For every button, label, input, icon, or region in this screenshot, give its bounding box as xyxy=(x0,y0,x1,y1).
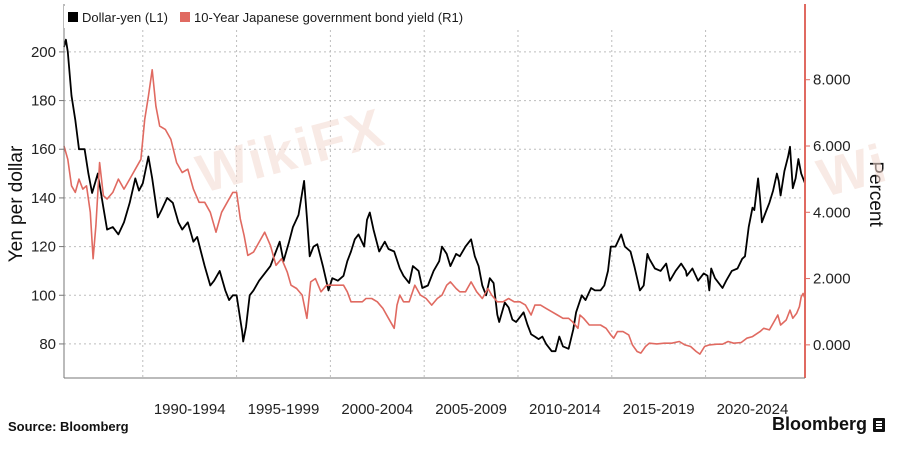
usdjpy-line xyxy=(63,38,806,353)
legend-item-usdjpy: Dollar-yen (L1) xyxy=(64,10,168,25)
right-tick-label: 2.000 xyxy=(813,271,851,288)
x-tick-label: 2010-2014 xyxy=(529,401,601,418)
right-axis-title: Percent xyxy=(865,161,886,227)
gridlines xyxy=(64,30,805,378)
left-tick-label: 200 xyxy=(31,44,56,61)
source-note: Source: Bloomberg xyxy=(8,419,129,434)
left-axis-title: Yen per dollar xyxy=(6,145,27,262)
jgb-yield-line xyxy=(63,69,806,355)
legend-swatch-red-icon xyxy=(179,12,190,22)
x-tick-label: 2000-2004 xyxy=(341,401,413,418)
left-tick-label: 140 xyxy=(31,190,56,207)
x-tick-label: 1995-1999 xyxy=(248,401,320,418)
right-tick-label: 4.000 xyxy=(813,204,851,221)
legend-label-jgb: 10-Year Japanese government bond yield (… xyxy=(193,9,464,25)
left-tick-label: 100 xyxy=(31,287,56,304)
legend-swatch-black-icon xyxy=(68,12,78,22)
x-tick-label: 1990-1994 xyxy=(154,401,226,418)
left-tick-label: 180 xyxy=(31,93,56,110)
right-tick-label: 6.000 xyxy=(813,138,851,155)
axes: 80 100 120 140 160 180 200 0.000 2.000 4.000 6.000… xyxy=(6,4,886,418)
legend-item-jgb: 10-Year Japanese government bond yield (… xyxy=(176,10,463,25)
brand-logo: Bloomberg xyxy=(772,414,886,435)
legend-label-usdjpy: Dollar-yen (L1) xyxy=(82,9,168,25)
right-tick-label: 0.000 xyxy=(813,337,851,354)
right-tick-label: 8.000 xyxy=(813,72,851,89)
brand-name: Bloomberg xyxy=(772,414,868,434)
x-tick-label: 2015-2019 xyxy=(623,401,695,418)
legend: Dollar-yen (L1) 10-Year Japanese governm… xyxy=(64,6,478,28)
x-tick-label: 2020-2024 xyxy=(717,401,789,418)
terminal-icon xyxy=(873,417,886,432)
left-tick-label: 160 xyxy=(31,141,56,158)
left-tick-label: 80 xyxy=(39,336,56,353)
x-tick-label: 2005-2009 xyxy=(435,401,507,418)
left-tick-label: 120 xyxy=(31,239,56,256)
series-lines xyxy=(63,38,806,355)
